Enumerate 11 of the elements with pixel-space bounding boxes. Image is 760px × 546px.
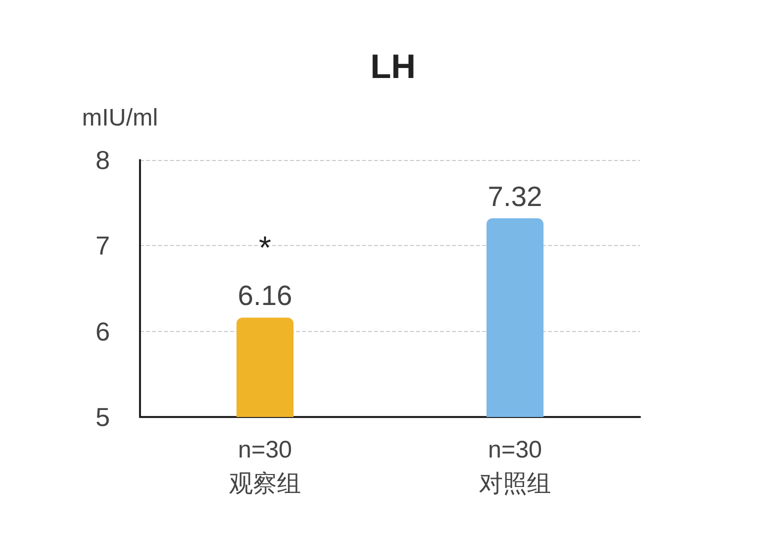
y-tick-label: 7 [96,230,110,261]
data-label: 6.16 [238,280,292,312]
x-tick-label: n=30 对照组 [479,436,551,498]
data-label: 7.32 [488,180,542,212]
y-tick-label: 8 [96,145,110,175]
chart-title: LH [370,48,416,86]
x-tick-label: n=30 观察组 [229,436,301,498]
y-tick-label: 5 [96,402,110,432]
y-axis-title: mIU/ml [82,104,158,132]
y-tick-label: 6 [96,316,110,346]
annotation: * [258,230,272,266]
